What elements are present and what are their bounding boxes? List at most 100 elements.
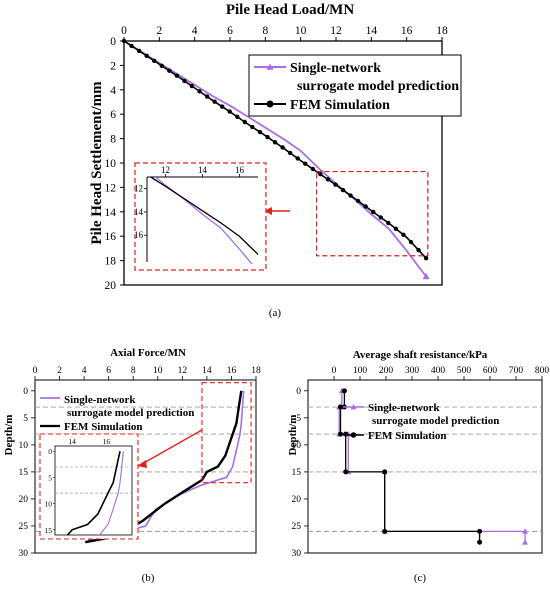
chart-c-legend-label-1a: Single-network [368, 402, 440, 414]
chart-c-surrogate-point [522, 528, 529, 534]
chart-a-fem-point [303, 161, 308, 166]
chart-c-plot-frame [307, 379, 543, 554]
chart-a-inset-y-tick-label: 16 [134, 230, 144, 240]
chart-a-y-tick-label: 10 [105, 158, 117, 170]
chart-a-x-tick-label: 6 [227, 25, 233, 37]
chart-c-fem-point [338, 404, 343, 410]
chart-b-inset-series-line-1 [96, 451, 124, 535]
chart-a-fem-point [159, 63, 164, 68]
chart-b-y-tick-label: 20 [19, 495, 29, 505]
chart-a-fem-point [416, 247, 421, 253]
chart-a-fem-point [174, 73, 180, 78]
chart-a-legend [248, 54, 462, 117]
chart-a-fem-point [219, 104, 225, 109]
chart-a-fem-point [348, 193, 353, 198]
chart-a-fem-point [129, 43, 134, 49]
caption-a: (a) [269, 307, 282, 319]
chart-a-x-tick-label: 10 [295, 25, 307, 37]
chart-c-title: Average shaft resistance/kPa [353, 349, 488, 361]
chart-a-legend-marker-2 [266, 100, 274, 108]
chart-b-zoom-box [201, 382, 252, 484]
chart-a-fem-point [242, 119, 248, 125]
chart-a-fem-point [204, 94, 210, 99]
chart-a-inset-y-tick-label: 12 [134, 184, 143, 194]
chart-b-x-tick-label: 12 [178, 366, 188, 376]
chart-b-inset-series [66, 451, 124, 535]
chart-a-y-tick-label: 16 [105, 231, 117, 243]
chart-a-y-tick-label: 12 [105, 182, 117, 194]
chart-a-fem-point [144, 53, 149, 59]
chart-b-x-tick-label: 14 [202, 366, 212, 376]
chart-a-y-tick-label: 8 [110, 134, 116, 146]
chart-c-x-tick-label: 300 [405, 366, 420, 376]
chart-a-inset-series-line-2 [149, 177, 258, 256]
chart-a-fem-point [393, 226, 399, 232]
chart-c-fem-point [343, 469, 349, 475]
chart-a-legend-label-1a: Single-network [290, 61, 381, 76]
chart-b-y-tick-label: 0 [23, 387, 28, 397]
chart-c-y-tick-label: 0 [296, 387, 301, 397]
chart-a-surrogate-point [422, 272, 430, 280]
chart-b-zoom-arrowhead [137, 460, 147, 468]
chart-b-x-tick-label: 0 [33, 366, 38, 376]
chart-c-fem-point [382, 469, 388, 475]
chart-c-ylabel: Depth/m [287, 415, 299, 456]
chart-a-x-tick-label: 0 [121, 25, 127, 37]
chart-a-fem-point [265, 134, 270, 140]
chart-c-legend-label-1b: surrogate model prediction [372, 415, 499, 427]
chart-a-fem-point [423, 255, 429, 261]
chart-a-inset-x-tick-label: 12 [161, 165, 170, 175]
chart-a-fem-point [408, 239, 414, 245]
chart-c-x-tick-label: 800 [535, 366, 550, 376]
chart-c-y-tick-label: 5 [296, 414, 301, 424]
chart-b-x-tick-label: 6 [106, 366, 111, 376]
chart-c-y-tick-label: 15 [292, 468, 302, 478]
chart-a-fem-point [333, 182, 338, 187]
chart-a-legend-marker-1 [266, 63, 274, 70]
chart-c-x-tick-label: 600 [483, 366, 498, 376]
chart-c-fem-point [477, 539, 483, 545]
chart-a-zoom-box [315, 170, 429, 257]
chart-b-inset-y-tick-label: 5 [48, 473, 52, 482]
chart-c-x-tick-label: 100 [353, 366, 368, 376]
chart-a-fem-point [280, 145, 285, 150]
chart-a-fem-point [250, 124, 255, 130]
chart-a-y-tick-label: 6 [110, 109, 116, 121]
chart-a-x-tick-label: 4 [192, 25, 198, 37]
chart-a-x-tick-label: 2 [156, 25, 162, 37]
chart-c-surrogate-point [522, 539, 529, 545]
chart-a-x-tick-label: 12 [330, 25, 342, 37]
chart-b-y-tick-label: 10 [19, 441, 29, 451]
chart-a-fem-point [189, 83, 195, 89]
chart-a-inset-series [149, 177, 258, 264]
chart-b-x-tick-label: 10 [153, 366, 163, 376]
chart-b-x-tick-label: 18 [251, 366, 261, 376]
chart-c-fem-point [382, 528, 388, 534]
chart-b-inset-series-line-2 [66, 451, 121, 535]
chart-a-y-tick-label: 18 [105, 256, 117, 268]
chart-b-legend-label-1b: surrogate model prediction [67, 407, 194, 419]
chart-a-fem-point [325, 177, 331, 182]
chart-a-y-tick-label: 4 [110, 85, 116, 97]
chart-b-inset-box [39, 433, 139, 540]
chart-c-fem-point [338, 431, 343, 437]
chart-c-x-tick-label: 400 [431, 366, 446, 376]
chart-a-fem-point [212, 99, 217, 104]
chart-b-y-tick-label: 30 [19, 549, 29, 559]
chart-a-y-tick-label: 14 [105, 207, 117, 219]
chart-a-fem-point [340, 187, 346, 193]
chart-c-x-tick-label: 500 [457, 366, 472, 376]
chart-a-fem-point [182, 78, 187, 84]
chart-c-x-tick-label: 700 [509, 366, 524, 376]
chart-a-inset-y-tick-label: 14 [134, 207, 144, 217]
chart-b-x-tick-label: 16 [227, 366, 237, 376]
chart-a-fem-point [152, 58, 157, 64]
chart-b-legend-label-1a: Single-network [64, 394, 136, 406]
chart-a-fem-point [310, 166, 316, 172]
chart-b-inset-y-tick-label: 0 [48, 447, 52, 456]
chart-a-fem-point [235, 114, 240, 119]
chart-c-y-tick-label: 10 [292, 441, 302, 451]
chart-a-fem-point [227, 109, 232, 114]
chart-b-y-tick-label: 25 [19, 522, 29, 532]
chart-a-fem-point [318, 171, 323, 177]
